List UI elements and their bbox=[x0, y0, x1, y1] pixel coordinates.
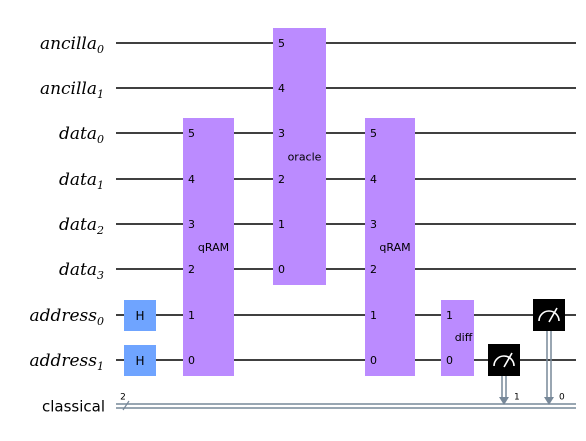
gate-pin-label: 3 bbox=[188, 218, 195, 231]
classical-size-label: 2 bbox=[120, 393, 126, 403]
gate-pin-label: 2 bbox=[370, 263, 377, 276]
gate-h1: H bbox=[124, 345, 156, 376]
gate-pin-label: 1 bbox=[278, 218, 285, 231]
qubit-label: data2 bbox=[59, 215, 104, 237]
meter-arc bbox=[493, 355, 515, 367]
meter-needle bbox=[503, 352, 513, 368]
gate-pin-label: 5 bbox=[188, 127, 195, 140]
qubit-label: address0 bbox=[29, 306, 104, 328]
gate-pin-label: 1 bbox=[370, 309, 377, 322]
gate-pin-label: 0 bbox=[370, 354, 377, 367]
measure-6: 0 bbox=[533, 299, 565, 405]
gate-pin-label: 2 bbox=[188, 263, 195, 276]
measure-box bbox=[488, 344, 520, 376]
gate-pin-label: 0 bbox=[278, 263, 285, 276]
gate-box bbox=[441, 300, 474, 376]
gate-label: H bbox=[135, 309, 144, 323]
gate-box bbox=[124, 345, 156, 376]
measure-cbit-label: 1 bbox=[514, 393, 520, 403]
classical-slash bbox=[122, 400, 130, 411]
gate-pin-label: 3 bbox=[278, 127, 285, 140]
gate-pin-label: 4 bbox=[278, 82, 285, 95]
gate-qram2: qRAM 5 4 3 2 1 0 bbox=[365, 118, 415, 376]
qubit-label: ancilla0 bbox=[40, 34, 104, 56]
gate-oracle: oracle 5 4 3 2 1 0 bbox=[273, 28, 326, 285]
qubit-label: data3 bbox=[59, 260, 104, 282]
gate-pin-label: 4 bbox=[188, 173, 195, 186]
qubit-label: ancilla1 bbox=[40, 79, 104, 101]
gate-label: diff bbox=[455, 331, 473, 344]
gate-pin-label: 1 bbox=[188, 309, 195, 322]
qubit-label: data1 bbox=[59, 170, 104, 192]
measure-cbit-label: 0 bbox=[559, 393, 565, 403]
gate-box bbox=[365, 118, 415, 376]
gate-qram1: qRAM 5 4 3 2 1 0 bbox=[183, 118, 234, 376]
measure-box bbox=[533, 299, 565, 331]
gate-pin-label: 2 bbox=[278, 173, 285, 186]
gate-box bbox=[273, 28, 326, 285]
gate-box bbox=[124, 300, 156, 331]
gate-box bbox=[183, 118, 234, 376]
gate-label: qRAM bbox=[379, 241, 410, 254]
qubit-label: data0 bbox=[59, 124, 104, 146]
gate-pin-label: 5 bbox=[370, 127, 377, 140]
meter-needle bbox=[548, 307, 558, 323]
gate-pin-label: 0 bbox=[446, 354, 453, 367]
gate-pin-label: 4 bbox=[370, 173, 377, 186]
gate-label: oracle bbox=[288, 151, 322, 164]
measure-arrow bbox=[499, 397, 509, 405]
gate-h0: H bbox=[124, 300, 156, 331]
meter-arc bbox=[538, 310, 560, 322]
qubit-label: address1 bbox=[29, 351, 104, 373]
gate-pin-label: 5 bbox=[278, 37, 285, 50]
gate-pin-label: 1 bbox=[446, 309, 453, 322]
gate-label: H bbox=[135, 354, 144, 368]
gate-pin-label: 3 bbox=[370, 218, 377, 231]
classical-register-label: classical bbox=[42, 398, 105, 416]
measure-arrow bbox=[544, 397, 554, 405]
measure-7: 1 bbox=[488, 344, 520, 405]
gate-pin-label: 0 bbox=[188, 354, 195, 367]
gate-label: qRAM bbox=[198, 241, 229, 254]
